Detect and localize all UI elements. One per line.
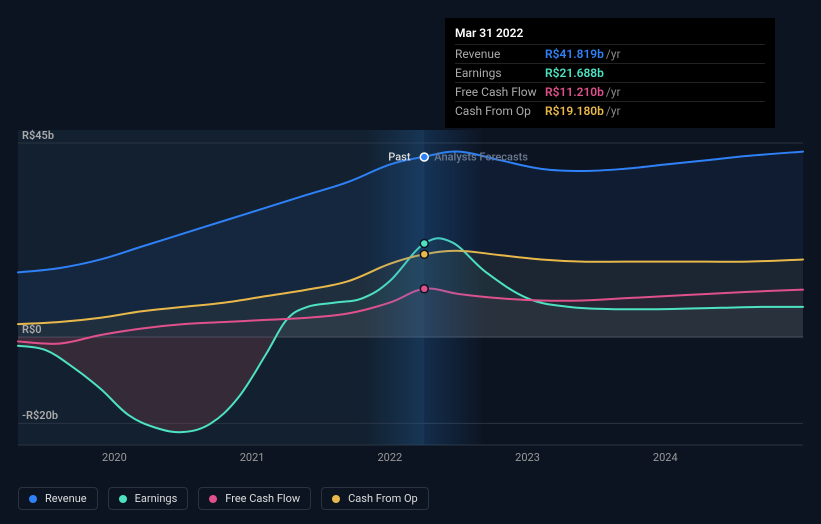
legend-item-fcf[interactable]: Free Cash Flow [198, 487, 311, 510]
tooltip-row-suffix: /yr [606, 104, 621, 118]
y-axis-label: R$0 [22, 323, 42, 336]
chart-legend: Revenue Earnings Free Cash Flow Cash From O… [18, 487, 429, 510]
tooltip-row-label: Earnings [455, 66, 545, 80]
legend-item-label: Earnings [135, 492, 178, 505]
forecast-label: Analysts Forecasts [434, 151, 528, 164]
chart-tooltip: Mar 31 2022 RevenueR$41.819b /yrEarnings… [445, 18, 775, 128]
x-axis-label: 2023 [515, 451, 540, 464]
legend-item-label: Free Cash Flow [225, 492, 300, 505]
past-label: Past [388, 151, 410, 164]
tooltip-row-value: R$19.180b [545, 104, 604, 118]
tooltip-row: Free Cash FlowR$11.210b /yr [455, 82, 765, 101]
tooltip-row-value: R$11.210b [545, 85, 604, 99]
tooltip-row: RevenueR$41.819b /yr [455, 44, 765, 63]
legend-marker-icon [209, 495, 217, 503]
legend-marker-icon [119, 495, 127, 503]
legend-item-label: Cash From Op [348, 492, 418, 505]
legend-item-revenue[interactable]: Revenue [18, 487, 98, 510]
tooltip-row-suffix: /yr [606, 47, 621, 61]
tooltip-row-value: R$41.819b [545, 47, 604, 61]
legend-item-earnings[interactable]: Earnings [108, 487, 189, 510]
tooltip-row: EarningsR$21.688b [455, 63, 765, 82]
tooltip-row-label: Free Cash Flow [455, 85, 545, 99]
x-axis-label: 2020 [102, 451, 127, 464]
tooltip-row-label: Cash From Op [455, 104, 545, 118]
tooltip-row-label: Revenue [455, 47, 545, 61]
legend-item-label: Revenue [45, 492, 87, 505]
x-axis-label: 2021 [240, 451, 265, 464]
x-axis-label: 2024 [653, 451, 678, 464]
y-axis-label: R$45b [22, 129, 54, 142]
tooltip-row-suffix: /yr [606, 85, 621, 99]
tooltip-row: Cash From OpR$19.180b /yr [455, 101, 765, 120]
legend-marker-icon [332, 495, 340, 503]
tooltip-row-value: R$21.688b [545, 66, 604, 80]
x-axis-label: 2022 [377, 451, 402, 464]
legend-item-cfo[interactable]: Cash From Op [321, 487, 429, 510]
tooltip-title: Mar 31 2022 [455, 26, 765, 40]
financials-chart: R$45b R$0 -R$20b 2020 2021 2022 2023 2024 Past… [0, 0, 821, 524]
legend-marker-icon [29, 495, 37, 503]
y-axis-label: -R$20b [22, 409, 58, 422]
